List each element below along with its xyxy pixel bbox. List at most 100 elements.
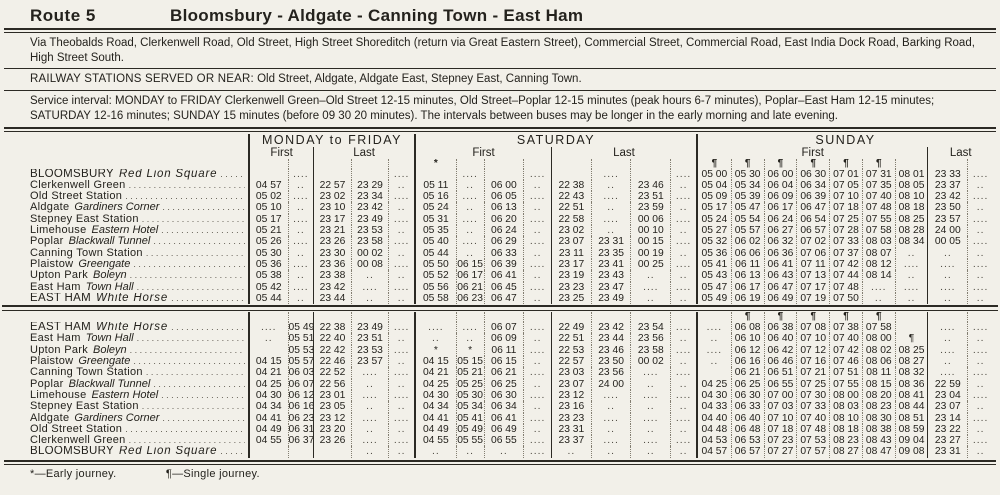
dot-leader bbox=[146, 367, 245, 378]
time-cell: 23 47 bbox=[590, 281, 631, 293]
time-cell: 06 51 bbox=[763, 367, 797, 379]
time-cell: 23 37 bbox=[551, 435, 591, 447]
time-cell: 05 02 bbox=[255, 191, 282, 203]
time-cell: 06 13 bbox=[730, 270, 764, 282]
time-cell: .. bbox=[967, 401, 993, 413]
station-label: Limehouse Eastern Hotel bbox=[0, 225, 248, 236]
group-sun: 05 04 05 34 06 04 06 34 07 05 07 35 08 05 23 37… bbox=[696, 179, 993, 192]
time-cell bbox=[250, 169, 288, 180]
time-cell: 00 25 bbox=[630, 258, 670, 271]
mark-cell bbox=[388, 312, 414, 323]
time-cell: 00 02 bbox=[630, 356, 670, 368]
time-cell: 08 05 bbox=[894, 179, 928, 192]
group-sun: 06 21 06 51 07 21 07 51 08 11 08 32........ bbox=[696, 367, 993, 379]
time-cell: 06 30 bbox=[730, 389, 764, 402]
time-cell: .... bbox=[630, 281, 670, 293]
time-cell: 06 30 bbox=[796, 168, 829, 180]
time-cell: 08 27 bbox=[829, 446, 862, 458]
time-cell: 23 44 bbox=[590, 333, 631, 345]
time-cell: .... bbox=[388, 412, 414, 424]
time-cell: .. bbox=[388, 202, 414, 214]
time-cell: 23 36 bbox=[313, 258, 351, 271]
time-cell: 23 58 bbox=[630, 344, 670, 357]
time-cell: 05 27 bbox=[701, 225, 728, 237]
time-cell: 06 27 bbox=[763, 225, 797, 237]
dot-leader bbox=[161, 225, 245, 236]
time-cell: 05 15 bbox=[455, 356, 483, 368]
time-cell: .. bbox=[967, 292, 993, 305]
time-cell: .... bbox=[287, 191, 314, 203]
time-cell: 06 40 bbox=[730, 412, 764, 424]
time-cell: 06 38 bbox=[763, 322, 797, 334]
time-cell: 23 56 bbox=[630, 333, 670, 345]
time-cell: 00 06 bbox=[630, 213, 670, 226]
time-cell: 05 43 bbox=[701, 270, 728, 282]
time-cell: .. bbox=[967, 270, 993, 282]
time-cell: 06 39 bbox=[483, 258, 524, 271]
time-cell: 23 42 bbox=[313, 281, 351, 293]
station-label: EAST HAM White Horse bbox=[0, 293, 248, 304]
time-cell: 07 18 bbox=[829, 202, 862, 214]
time-cell: 06 08 bbox=[730, 322, 764, 334]
time-cell: 04 57 bbox=[701, 446, 728, 458]
mark-cell bbox=[287, 158, 314, 169]
station-name-detail: Gardiners Corner bbox=[74, 202, 160, 214]
time-cell: 06 46 bbox=[763, 356, 797, 368]
time-cell: 07 40 bbox=[861, 191, 895, 203]
time-cell: .... bbox=[455, 236, 484, 248]
time-cell: 23 12 bbox=[313, 412, 351, 424]
station-name: Canning Town Station bbox=[30, 367, 143, 379]
station-name-detail: White Horse bbox=[95, 292, 169, 304]
time-cell: 05 54 bbox=[730, 213, 764, 226]
time-cell: .... bbox=[630, 412, 670, 424]
time-cell bbox=[483, 168, 524, 180]
time-cell: 04 21 bbox=[422, 367, 449, 379]
time-cell: .... bbox=[670, 412, 696, 424]
station-name: BLOOMSBURY bbox=[30, 446, 114, 458]
time-cell: 07 16 bbox=[796, 356, 829, 368]
column-group-saturday: SATURDAY bbox=[516, 132, 596, 147]
group-sun: 05 43 06 13 06 43 07 13 07 44 08 14...... bbox=[696, 270, 993, 282]
dot-leader bbox=[162, 202, 245, 213]
time-cell: 05 25 bbox=[455, 378, 483, 390]
time-cell: 05 30 bbox=[455, 389, 483, 402]
time-cell: .. bbox=[927, 292, 967, 305]
time-cell: 06 23 bbox=[287, 412, 314, 424]
time-cell: .. bbox=[670, 333, 696, 345]
station-label: Clerkenwell Green bbox=[0, 435, 248, 446]
marks-row: ¶ ¶ ¶ ¶ ¶ bbox=[0, 312, 1000, 323]
time-cell: .... bbox=[388, 435, 414, 447]
time-cell: .. bbox=[551, 446, 591, 458]
time-cell bbox=[350, 168, 389, 180]
time-cell: 06 30 bbox=[483, 389, 524, 402]
time-cell: .. bbox=[670, 401, 696, 413]
time-cell: .... bbox=[590, 191, 631, 203]
time-cell: 07 48 bbox=[796, 423, 829, 436]
time-cell: 04 15 bbox=[422, 356, 449, 368]
time-cell: .. bbox=[264, 333, 273, 345]
time-cell: 07 53 bbox=[796, 435, 829, 447]
time-cell: 07 12 bbox=[796, 344, 829, 357]
time-cell: .. bbox=[287, 247, 314, 259]
group-mf: 05 36.... 23 36 00 08.... bbox=[248, 258, 414, 271]
time-cell: .. bbox=[287, 225, 314, 237]
group-sun: 05 36 06 06 06 36 07 06 07 37 08 07...... bbox=[696, 247, 993, 259]
time-cell: * bbox=[433, 344, 438, 356]
time-cell: 22 59 bbox=[927, 378, 967, 390]
group-sat: 04 41 05 41 06 41.... 23 23............ bbox=[414, 412, 696, 424]
time-cell: .. bbox=[630, 292, 670, 305]
time-cell: 22 56 bbox=[313, 378, 351, 390]
time-cell: .. bbox=[523, 378, 551, 390]
time-cell: 06 16 bbox=[730, 356, 764, 368]
time-cell: 06 03 bbox=[287, 367, 314, 379]
group-mf: 05 02.... 23 02 23 34.... bbox=[248, 191, 414, 203]
time-cell: 05 04 bbox=[701, 179, 728, 191]
time-cell: 06 15 bbox=[483, 356, 524, 368]
marks-row: * ¶ ¶ ¶ ¶ ¶ ¶ bbox=[0, 158, 1000, 169]
group-sun: 05 41 06 11 06 41 07 11 07 42 08 12..........… bbox=[696, 258, 993, 271]
table-row: BLOOMSBURY Red Lion Square...............… bbox=[0, 446, 1000, 458]
